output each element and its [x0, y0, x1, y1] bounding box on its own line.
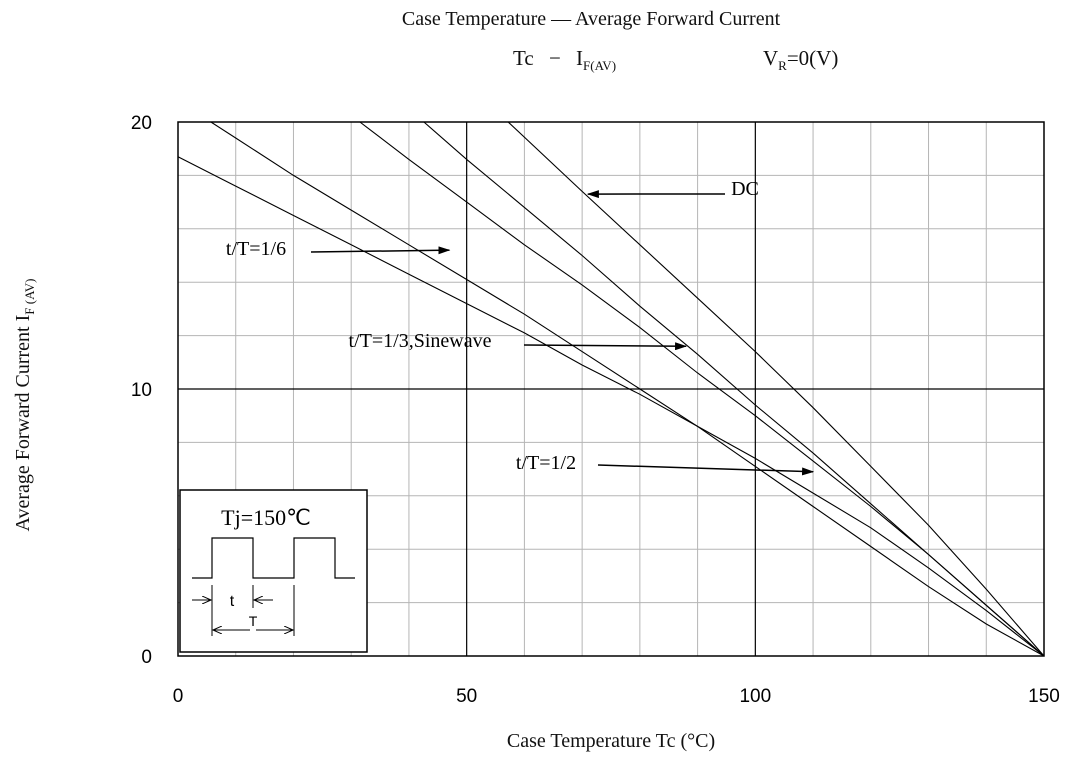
- annotations: DC t/T=1/6 t/T=1/3,Sinewave t/T=1/2: [226, 178, 815, 476]
- x-axis-label: Case Temperature Tc (°C): [506, 730, 716, 752]
- y-tick-label: 0: [141, 647, 152, 668]
- subtitle-dash: −: [548, 46, 561, 70]
- inset-waveform: [192, 537, 355, 579]
- subtitle-v-rest: =0(V): [786, 46, 839, 70]
- subtitle-v: V: [763, 46, 779, 70]
- annotation-label: t/T=1/6: [226, 238, 286, 260]
- tick-labels: 0 50 100 150 0 10 20: [131, 113, 1060, 707]
- annotation-arrow: [523, 342, 688, 351]
- x-tick-label: 0: [173, 686, 184, 707]
- inset-label: Tj=150℃: [221, 505, 311, 530]
- x-tick-label: 100: [739, 686, 771, 707]
- annotation-label: t/T=1/2: [516, 452, 576, 474]
- subtitle-i: I: [576, 46, 584, 70]
- subtitle-i-sub: F(AV): [583, 58, 617, 74]
- y-tick-label: 10: [131, 380, 152, 401]
- inset-t-label: t: [230, 593, 235, 610]
- inset-box: Tj=150℃ t T: [179, 489, 368, 653]
- series-line-3: [359, 121, 1045, 657]
- inset-T-label: T: [249, 613, 258, 629]
- y-tick-label: 20: [131, 113, 152, 134]
- subtitle-tc-text: Tc: [513, 46, 534, 70]
- annotation-arrow: [597, 464, 815, 476]
- x-tick-label: 50: [456, 686, 477, 707]
- inset-frame: [179, 489, 368, 653]
- annotation-label: DC: [731, 178, 759, 200]
- annotation-label: t/T=1/3,Sinewave: [349, 330, 492, 352]
- x-tick-label: 150: [1028, 686, 1060, 707]
- chart-title: Case Temperature — Average Forward Curre…: [401, 8, 781, 30]
- subtitle-tc: Tc − IF(AV): [513, 46, 616, 74]
- series-line-4: [177, 156, 1045, 657]
- series-line-1: [507, 121, 1045, 657]
- series-lines: [177, 121, 1045, 657]
- annotation-arrow: [310, 246, 451, 255]
- subtitle-v-sub: R: [778, 58, 787, 74]
- grid-major: [178, 122, 1044, 656]
- subtitle-vr: VR=0(V): [763, 46, 838, 74]
- series-line-5: [210, 121, 1045, 657]
- plot-frame: [177, 121, 1045, 657]
